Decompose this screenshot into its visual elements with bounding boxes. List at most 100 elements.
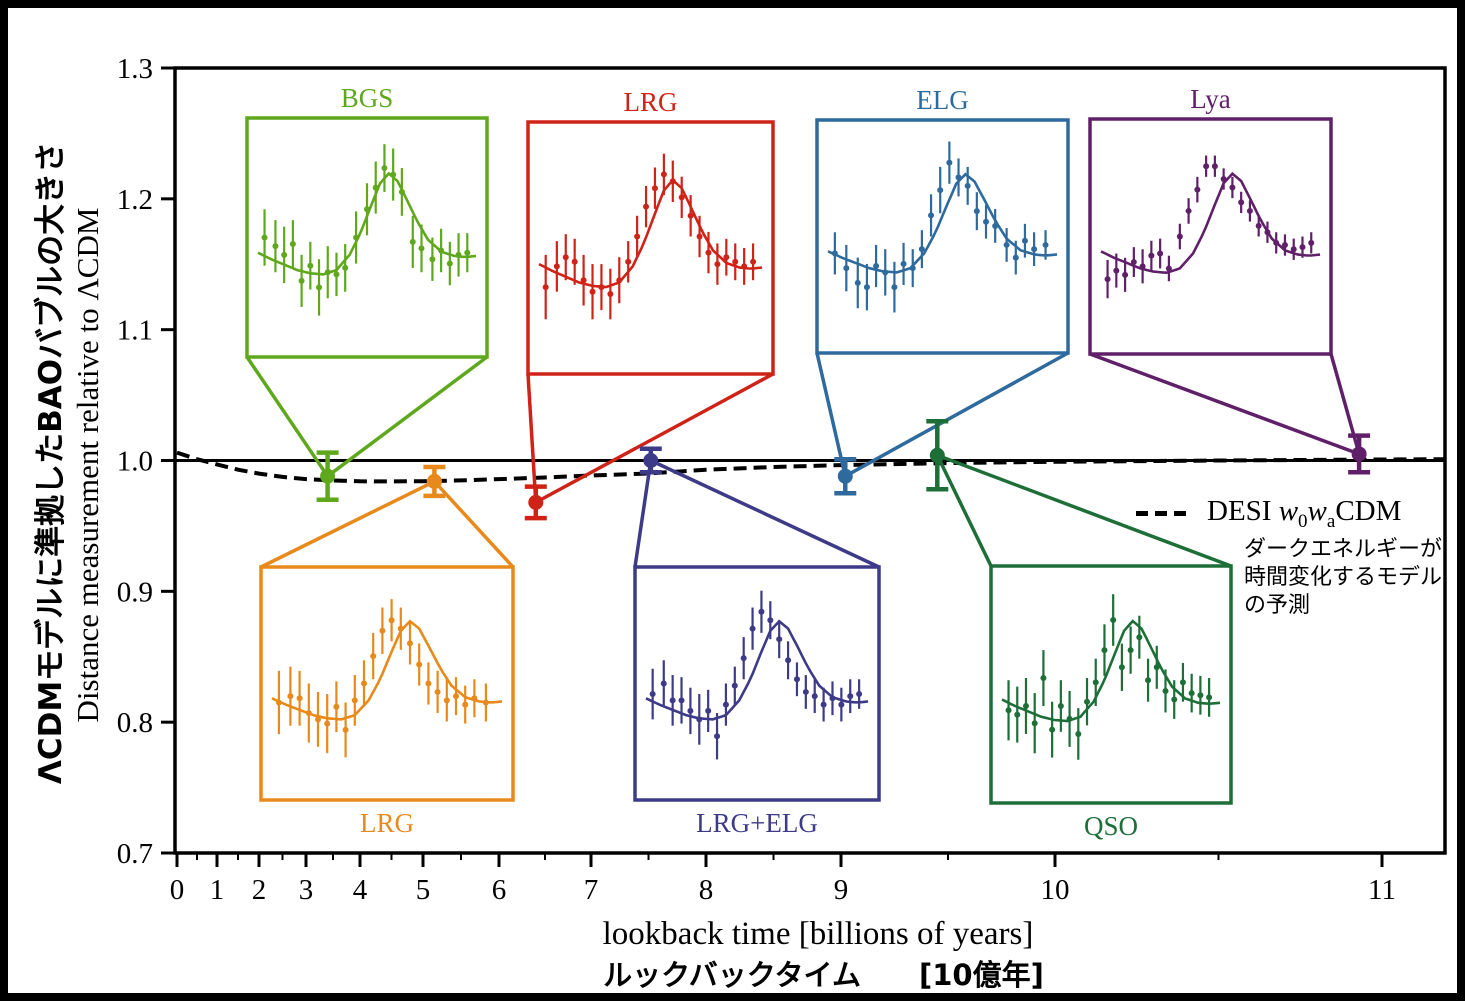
inset-data-point (831, 250, 838, 257)
inset-data-point (1185, 207, 1192, 214)
inset-data-point (856, 691, 863, 698)
inset-data-point (854, 279, 861, 286)
inset-data-point (634, 233, 641, 240)
inset-data-point (983, 218, 990, 225)
inset-label: LRG+ELG (696, 808, 818, 838)
inset-data-point (1092, 679, 1099, 686)
inset-data-point (425, 680, 432, 687)
inset-data-point (296, 695, 303, 702)
inset-data-point (714, 733, 721, 740)
inset-data-point (891, 284, 898, 291)
x-tick-label: 0 (170, 874, 185, 906)
inset-data-point (1066, 715, 1073, 722)
legend: DESI w0waCDM (1136, 495, 1401, 533)
inset-data-point (811, 693, 818, 700)
inset-data-point (1238, 199, 1245, 206)
inset-data-point (409, 238, 416, 245)
inset-data-point (1188, 690, 1195, 697)
data-point-lya (1351, 446, 1367, 462)
x-tick-label: 2 (252, 874, 267, 906)
inset-data-point (1031, 246, 1038, 253)
inset-data-point (749, 625, 756, 632)
inset-data-point (1255, 222, 1262, 229)
inset-data-point (900, 260, 907, 267)
inset-data-point (390, 171, 397, 178)
inset-data-point (307, 262, 314, 269)
inset-data-point (1211, 163, 1218, 170)
inset-data-point (1220, 175, 1227, 182)
inset-data-point (1084, 698, 1091, 705)
inset-data-point (1197, 692, 1204, 699)
y-tick-label: 1.2 (117, 184, 153, 216)
inset-data-point (443, 697, 450, 704)
data-point-qso (929, 447, 945, 463)
inset-data-point (928, 212, 935, 219)
inset-label: LRG (624, 87, 678, 117)
inset-data-point (705, 249, 712, 256)
inset-data-point (918, 246, 925, 253)
inset-data-point (305, 710, 312, 717)
inset-data-point (333, 271, 340, 278)
inset-data-point (361, 680, 367, 687)
x-tick-label: 7 (584, 874, 599, 906)
annotation-line: の予測 (1244, 593, 1311, 618)
inset-data-point (1110, 617, 1117, 623)
inset-data-point (705, 707, 712, 714)
inset-data-point (669, 697, 676, 704)
inset-data-point (722, 701, 729, 708)
zoom-funnel-line (936, 453, 1232, 568)
inset-data-point (1145, 677, 1152, 684)
inset-data-point (1122, 271, 1129, 278)
legend-label: DESI w0waCDM (1207, 495, 1402, 532)
inset-data-point (1005, 707, 1012, 714)
inset-data-point (324, 269, 331, 276)
inset-label: BGS (341, 83, 394, 113)
inset-data-point (767, 617, 774, 624)
inset-data-point (388, 617, 395, 624)
zoom-funnel-line (433, 480, 515, 569)
inset-bao-curve (538, 178, 763, 289)
y-tick-label: 0.9 (117, 576, 153, 608)
inset-data-point (272, 243, 279, 250)
inset-data-point (660, 171, 667, 178)
inset-data-point (882, 269, 889, 276)
inset-data-point (1101, 647, 1108, 654)
x-tick-label: 1 (210, 874, 225, 906)
inset-data-point (364, 206, 370, 213)
inset-data-point (275, 699, 282, 706)
inset-data-point (381, 165, 388, 172)
inset-data-point (909, 265, 916, 272)
inset-data-point (1264, 229, 1271, 236)
inset-data-point (553, 263, 560, 270)
inset-data-point (1171, 696, 1178, 703)
inset-data-point (407, 640, 413, 647)
plot-frame (173, 66, 1447, 855)
inset-data-point (793, 676, 800, 683)
inset-data-point (1136, 634, 1143, 641)
inset-data-point (1179, 679, 1186, 686)
inset-data-point (873, 263, 880, 270)
inset-data-point (1281, 242, 1288, 249)
x-tick-label: 6 (492, 874, 507, 906)
inset-data-point (1148, 252, 1155, 259)
x-tick-label: 3 (299, 874, 314, 906)
data-point-lrg (426, 473, 442, 489)
inset-data-point (1021, 237, 1028, 244)
x-tick-label: 9 (834, 874, 849, 906)
inset-data-point (992, 222, 999, 229)
inset-data-point (289, 241, 296, 248)
inset-label: LRG (360, 808, 414, 838)
inset-data-point (351, 697, 358, 704)
zoom-funnel-line (844, 351, 1069, 478)
inset-data-point (741, 263, 748, 270)
inset-data-point (1003, 241, 1010, 248)
inset-data-point (462, 701, 469, 708)
inset-data-point (750, 258, 757, 265)
inset-data-point (937, 187, 944, 194)
inset-data-point (829, 695, 836, 702)
inset-data-point (651, 185, 658, 192)
inset-data-point (678, 194, 685, 201)
x-tick-label: 5 (416, 874, 431, 906)
x-tick-label: 8 (699, 874, 714, 906)
zoom-funnel-line (326, 355, 489, 478)
